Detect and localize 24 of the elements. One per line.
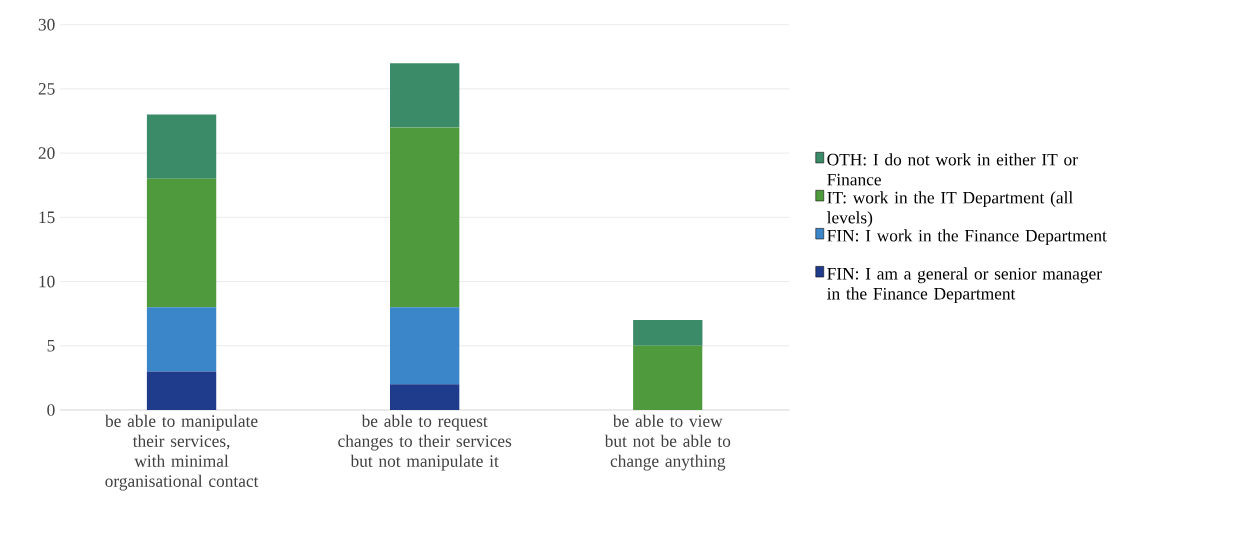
y-tick-label: 10 [39, 275, 55, 288]
legend-label: FIN: I work in the Finance Department [827, 229, 1107, 246]
bar [390, 384, 460, 410]
x-tick-label: be able to manipulate their services, with minimal organisational contact [105, 414, 259, 491]
y-tick-label: 5 [47, 340, 55, 352]
y-tick-label: 30 [38, 18, 55, 31]
y-tick-label: 25 [38, 83, 55, 95]
legend-label: FIN: I am a general or senior manager in the Finance Department [827, 267, 1102, 304]
bar [146, 307, 217, 372]
y-tick-label: 20 [38, 147, 55, 159]
bar [390, 63, 460, 128]
legend-label: OTH: I do not work in either IT or Finance [827, 153, 1078, 186]
bar [633, 320, 703, 346]
bar [146, 178, 217, 308]
y-tick-label: 15 [39, 211, 55, 224]
bar [390, 127, 460, 308]
x-tick-label: be able to view but not be able to change anything [604, 414, 731, 471]
legend-label: IT: work in the IT Department (all levels) [827, 191, 1073, 228]
bar [633, 345, 703, 410]
bar [390, 307, 460, 385]
bar [146, 371, 217, 410]
y-tick-label: 0 [47, 404, 55, 416]
bar [146, 114, 217, 179]
x-tick-label: be able to request changes to their services but not manipulate it [338, 414, 512, 471]
